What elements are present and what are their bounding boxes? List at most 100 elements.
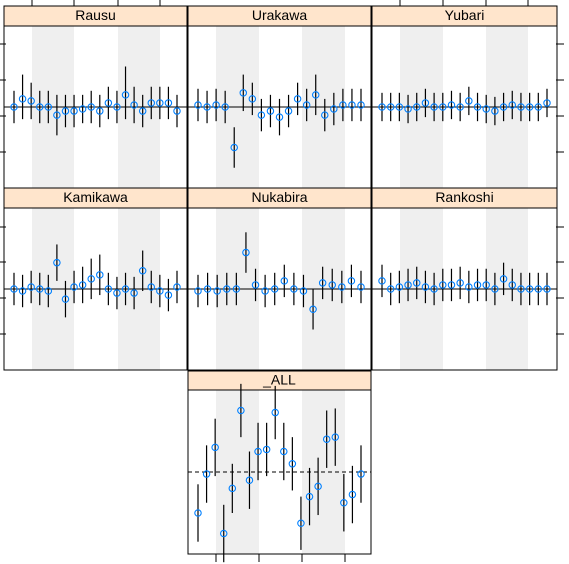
data-point — [456, 103, 464, 111]
data-point — [338, 283, 346, 291]
data-point — [245, 476, 254, 484]
data-point — [202, 470, 211, 478]
data-point — [491, 107, 499, 115]
panel-strip-label: Nukabira — [251, 189, 307, 205]
data-point — [386, 285, 395, 293]
data-point — [447, 281, 456, 289]
panel-urakawa: Urakawa — [187, 5, 372, 189]
data-point — [130, 289, 138, 297]
data-point — [87, 275, 95, 283]
data-point — [213, 287, 221, 295]
data-point — [212, 101, 220, 109]
panel-strip-label: Kamikawa — [63, 189, 128, 205]
data-point — [288, 460, 297, 468]
panel-frame — [187, 207, 372, 371]
data-point — [421, 99, 430, 107]
data-point — [18, 95, 27, 103]
panel-strip-label: Urakawa — [252, 7, 307, 23]
data-point — [121, 285, 130, 293]
panel-plot — [187, 25, 372, 189]
data-point — [284, 107, 293, 115]
data-point — [508, 101, 517, 109]
data-point — [104, 285, 113, 293]
data-point — [147, 99, 156, 107]
panel-frame — [371, 207, 558, 371]
data-point — [280, 277, 289, 285]
data-point — [534, 103, 543, 111]
data-point — [78, 281, 87, 289]
data-point — [275, 113, 284, 121]
data-point — [395, 103, 404, 111]
data-point — [330, 105, 338, 113]
panel-rankoshi: Rankoshi — [371, 187, 558, 371]
data-point — [53, 258, 61, 267]
data-point — [257, 111, 266, 119]
data-point — [239, 89, 248, 97]
data-point — [164, 291, 173, 299]
data-point — [35, 285, 44, 293]
data-point — [340, 498, 348, 507]
panel-plot — [187, 207, 372, 371]
data-point — [266, 107, 275, 115]
data-point — [121, 91, 130, 99]
data-point — [473, 103, 482, 111]
data-point — [499, 103, 508, 111]
data-point — [297, 519, 305, 527]
data-point — [232, 285, 241, 293]
panel-frame — [187, 389, 372, 555]
data-point — [251, 281, 260, 289]
data-point — [61, 295, 70, 303]
panel-strip-label: Rankoshi — [435, 189, 493, 205]
data-point — [261, 287, 269, 295]
data-point — [18, 287, 27, 295]
data-point — [70, 107, 78, 115]
data-point — [164, 99, 173, 107]
panel-yubari: Yubari — [371, 5, 558, 189]
data-point — [517, 285, 525, 293]
data-point — [61, 107, 70, 115]
data-point — [280, 447, 288, 456]
data-point — [499, 275, 508, 283]
data-point — [87, 103, 95, 111]
data-point — [203, 103, 211, 111]
data-point — [228, 484, 237, 493]
data-point — [113, 289, 121, 297]
data-point — [147, 283, 156, 291]
data-point — [299, 287, 308, 295]
data-point — [156, 287, 164, 295]
data-point — [78, 105, 87, 113]
data-point — [10, 103, 18, 111]
data-point — [357, 101, 365, 109]
data-point — [430, 103, 438, 111]
data-point — [248, 95, 257, 103]
data-point — [156, 99, 164, 107]
panel-nukabira: Nukabira — [187, 187, 372, 371]
data-point — [331, 433, 340, 441]
data-point — [44, 287, 53, 295]
panel-plot — [3, 25, 188, 189]
data-point — [302, 101, 311, 109]
data-point — [421, 283, 430, 291]
panel-plot — [371, 207, 558, 371]
data-point — [35, 103, 44, 111]
data-point — [534, 285, 543, 293]
data-point — [348, 490, 357, 499]
data-point — [203, 285, 212, 293]
panel-plot — [371, 25, 558, 189]
data-point — [230, 143, 238, 152]
data-point — [525, 103, 534, 111]
panel-plot — [3, 207, 188, 371]
data-point — [439, 103, 447, 111]
panel-frame — [3, 207, 188, 371]
data-point — [395, 283, 404, 291]
data-point — [309, 305, 317, 313]
data-point — [517, 103, 525, 111]
data-point — [270, 285, 279, 293]
data-point — [96, 107, 104, 115]
data-point — [130, 101, 138, 109]
data-point — [412, 103, 421, 111]
data-point — [305, 492, 314, 501]
data-point — [378, 277, 386, 285]
data-point — [339, 101, 347, 109]
